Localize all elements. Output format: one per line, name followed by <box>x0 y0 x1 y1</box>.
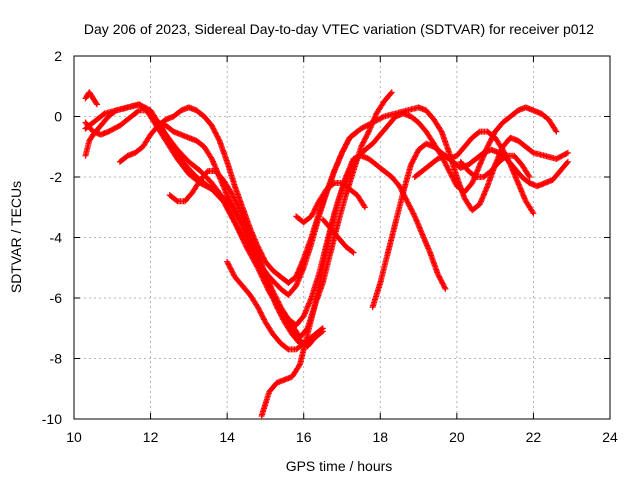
data-point <box>318 326 325 332</box>
x-tick-label: 18 <box>372 429 388 445</box>
y-tick-label: -4 <box>50 230 63 246</box>
y-tick-label: -2 <box>50 169 63 185</box>
data-point <box>354 128 361 135</box>
data-point <box>475 129 482 136</box>
x-tick-label: 10 <box>66 429 82 445</box>
data-point <box>330 180 337 187</box>
data-point <box>353 129 360 136</box>
x-tick-label: 20 <box>449 429 465 445</box>
data-point <box>362 204 368 211</box>
data-point <box>526 174 533 180</box>
series-arc-10 <box>293 180 368 226</box>
x-tick-label: 14 <box>219 429 235 445</box>
y-tick-label: -10 <box>42 411 62 427</box>
y-axis-label: SDTVAR / TECUs <box>8 181 24 293</box>
data-marks <box>82 89 571 419</box>
data-point <box>563 160 570 166</box>
y-tick-label: -6 <box>50 290 63 306</box>
x-tick-label: 22 <box>526 429 542 445</box>
series-arc-9 <box>258 152 449 419</box>
data-point <box>388 89 395 96</box>
tick-labels: 10 12 14 16 18 20 22 24 -10 -8 -6 -4 -2 0 2 <box>42 48 618 445</box>
x-axis-label: GPS time / hours <box>286 458 393 474</box>
data-point <box>350 249 357 256</box>
series-arc-11 <box>319 216 357 256</box>
data-point <box>379 114 386 121</box>
y-tick-label: 2 <box>54 48 62 64</box>
y-tick-label: -8 <box>50 351 63 367</box>
data-point <box>387 90 394 97</box>
data-point <box>525 172 532 179</box>
data-point <box>93 100 100 107</box>
data-point <box>441 284 448 291</box>
data-point <box>529 209 536 215</box>
series-arc-13 <box>411 146 571 190</box>
data-point <box>257 309 264 316</box>
data-point <box>94 101 100 108</box>
data-point <box>529 148 536 155</box>
chart-title: Day 206 of 2023, Sidereal Day-to-day VTE… <box>84 21 594 37</box>
data-point <box>502 153 509 160</box>
data-point <box>530 210 537 217</box>
x-tick-label: 16 <box>296 429 312 445</box>
series-arc-14 <box>457 152 533 180</box>
x-tick-label: 24 <box>602 429 618 445</box>
data-point <box>564 158 571 165</box>
y-tick-label: 0 <box>54 109 62 125</box>
x-tick-label: 12 <box>143 429 159 445</box>
data-point <box>553 128 560 135</box>
axis-ticks <box>73 55 611 420</box>
data-point <box>552 127 559 134</box>
data-point <box>564 149 571 156</box>
data-point <box>563 150 570 157</box>
data-point <box>319 325 326 332</box>
series-arc-1 <box>82 89 100 108</box>
data-point <box>442 285 449 292</box>
series-arc-7 <box>166 168 303 347</box>
data-point <box>349 248 356 255</box>
